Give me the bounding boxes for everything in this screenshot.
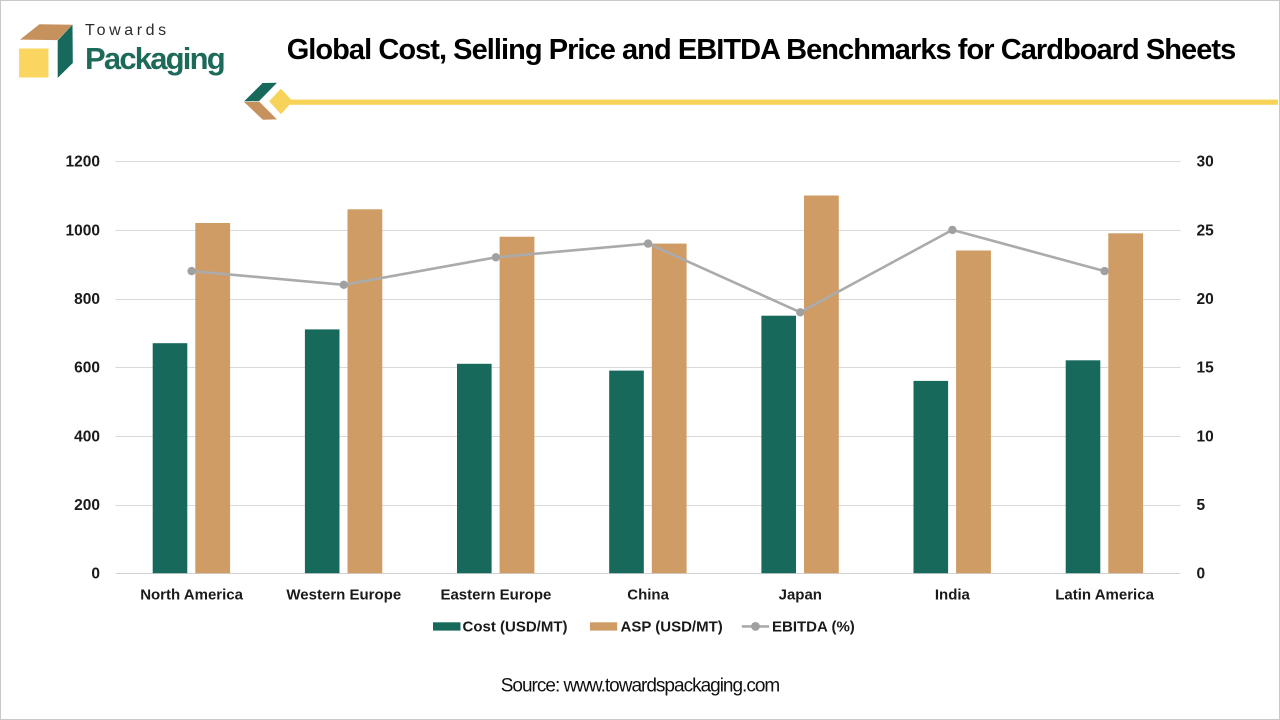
svg-text:Japan: Japan bbox=[779, 586, 822, 603]
svg-text:800: 800 bbox=[74, 291, 100, 308]
svg-text:EBITDA (%): EBITDA (%) bbox=[772, 619, 855, 636]
svg-text:200: 200 bbox=[74, 497, 100, 514]
svg-text:20: 20 bbox=[1197, 291, 1214, 308]
svg-text:0: 0 bbox=[1197, 566, 1206, 583]
svg-text:30: 30 bbox=[1197, 154, 1214, 171]
svg-text:1000: 1000 bbox=[66, 222, 100, 239]
svg-text:ASP (USD/MT): ASP (USD/MT) bbox=[621, 619, 723, 636]
svg-text:China: China bbox=[627, 586, 669, 603]
svg-text:Source: www.towardspackaging.c: Source: www.towardspackaging.com bbox=[501, 676, 780, 697]
svg-text:North America: North America bbox=[140, 586, 243, 603]
svg-text:0: 0 bbox=[91, 566, 100, 583]
svg-text:Eastern Europe: Eastern Europe bbox=[440, 586, 551, 603]
svg-text:Western Europe: Western Europe bbox=[286, 586, 401, 603]
svg-text:5: 5 bbox=[1197, 497, 1206, 514]
svg-text:400: 400 bbox=[74, 428, 100, 445]
svg-text:15: 15 bbox=[1197, 360, 1215, 377]
svg-text:India: India bbox=[935, 586, 971, 603]
svg-text:600: 600 bbox=[74, 360, 100, 377]
svg-text:25: 25 bbox=[1197, 222, 1215, 239]
svg-text:Cost (USD/MT): Cost (USD/MT) bbox=[463, 619, 568, 636]
svg-text:10: 10 bbox=[1197, 428, 1214, 445]
svg-text:Latin America: Latin America bbox=[1055, 586, 1154, 603]
svg-text:1200: 1200 bbox=[66, 154, 100, 171]
